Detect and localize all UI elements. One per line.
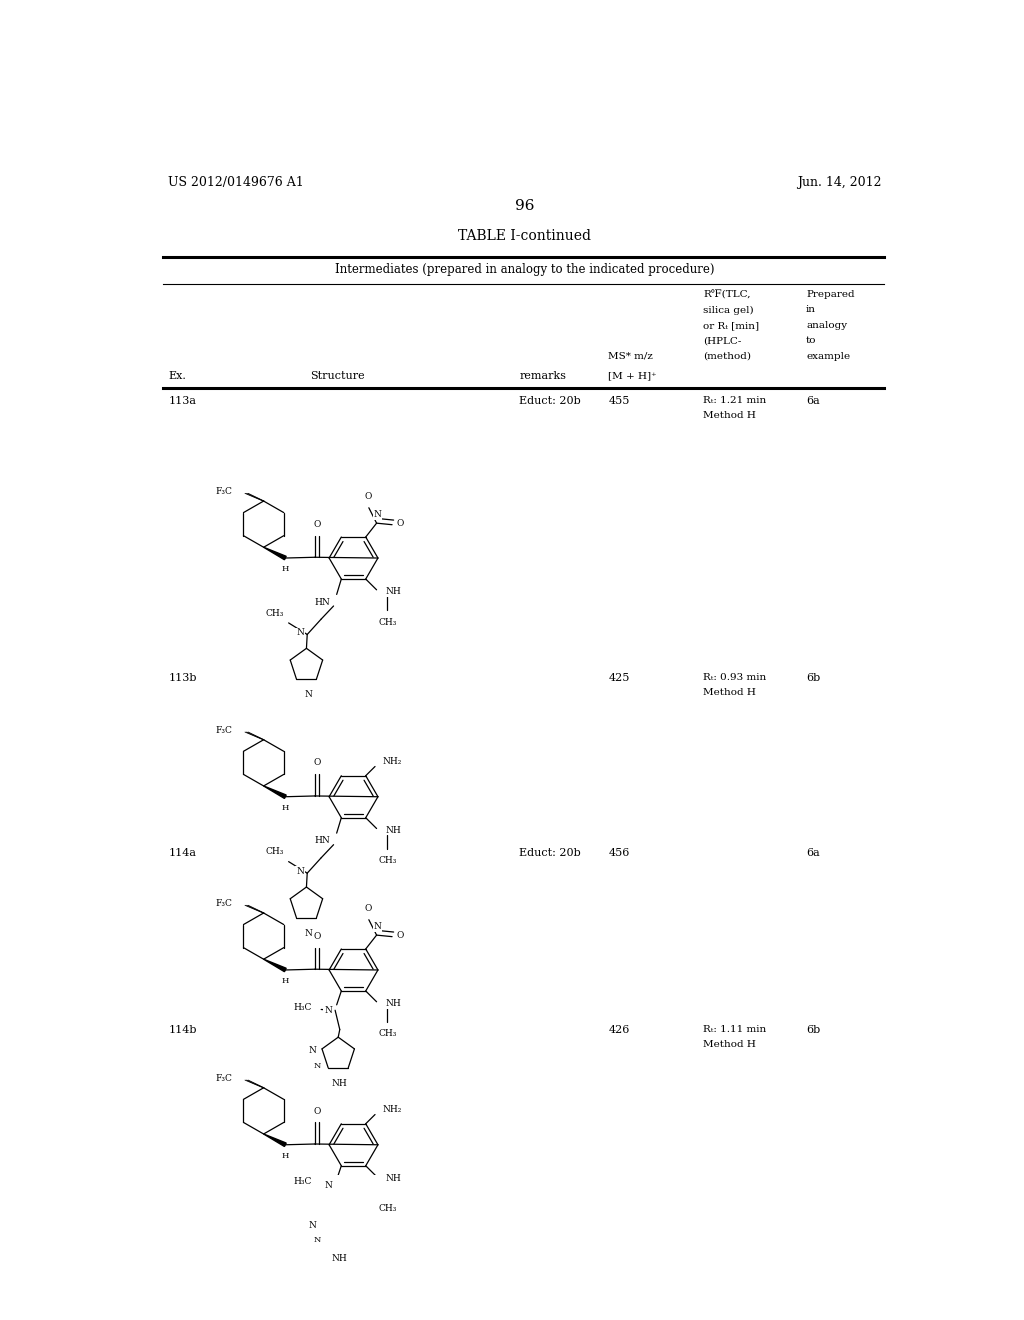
Text: Rₜ: 1.21 min: Rₜ: 1.21 min <box>703 396 766 404</box>
Text: N: N <box>325 1180 332 1189</box>
Text: O: O <box>365 492 372 500</box>
Text: N: N <box>296 628 304 638</box>
Text: F₃C: F₃C <box>216 899 232 908</box>
Text: 114b: 114b <box>168 1024 197 1035</box>
Text: MS* m/z: MS* m/z <box>608 351 653 360</box>
Text: H: H <box>282 565 289 573</box>
Polygon shape <box>263 548 286 560</box>
Text: CH₃: CH₃ <box>265 609 284 618</box>
Text: 6b: 6b <box>806 1024 820 1035</box>
Text: NH₂: NH₂ <box>383 1105 402 1114</box>
Text: N: N <box>325 1006 332 1015</box>
Text: O: O <box>396 932 403 940</box>
Text: 113b: 113b <box>168 673 197 682</box>
Text: NH: NH <box>385 587 400 595</box>
Text: (HPLC-: (HPLC- <box>703 337 741 346</box>
Text: 113a: 113a <box>168 396 197 405</box>
Text: analogy: analogy <box>806 321 847 330</box>
Text: NH: NH <box>385 825 400 834</box>
Text: O: O <box>313 1106 321 1115</box>
Text: N: N <box>308 1221 316 1229</box>
Text: Rₜ: 0.93 min: Rₜ: 0.93 min <box>703 673 766 681</box>
Text: 455: 455 <box>608 396 630 405</box>
Text: H: H <box>282 977 289 985</box>
Polygon shape <box>263 960 286 972</box>
Text: silica gel): silica gel) <box>703 305 754 314</box>
Text: [M + H]⁺: [M + H]⁺ <box>608 371 657 380</box>
Text: O: O <box>313 932 321 941</box>
Text: TABLE I-continued: TABLE I-continued <box>459 230 591 243</box>
Text: F₃C: F₃C <box>216 726 232 735</box>
Text: 96: 96 <box>515 199 535 214</box>
Text: remarks: remarks <box>519 371 566 381</box>
Text: Educt: 20b: Educt: 20b <box>519 847 582 858</box>
Text: 6a: 6a <box>806 847 820 858</box>
Text: H: H <box>282 1151 289 1160</box>
Text: NH: NH <box>331 1078 347 1088</box>
Text: CH₃: CH₃ <box>378 1204 396 1213</box>
Text: (method): (method) <box>703 351 751 360</box>
Text: 114a: 114a <box>168 847 197 858</box>
Text: N: N <box>304 928 312 937</box>
Text: HN: HN <box>314 598 331 606</box>
Text: HN: HN <box>314 836 331 845</box>
Text: N: N <box>296 867 304 876</box>
Text: N: N <box>304 690 312 698</box>
Text: NH: NH <box>385 999 400 1007</box>
Text: R℉(TLC,: R℉(TLC, <box>703 290 751 300</box>
Text: O: O <box>313 759 321 767</box>
Text: or Rₜ [min]: or Rₜ [min] <box>703 321 759 330</box>
Text: O: O <box>365 904 372 913</box>
Text: 6b: 6b <box>806 673 820 682</box>
Text: in: in <box>806 305 816 314</box>
Polygon shape <box>263 785 286 799</box>
Text: N: N <box>374 923 381 932</box>
Text: CH₃: CH₃ <box>265 847 284 857</box>
Text: Method H: Method H <box>703 411 756 420</box>
Text: NH₂: NH₂ <box>383 758 402 767</box>
Text: N: N <box>313 1061 322 1069</box>
Text: Ex.: Ex. <box>168 371 186 381</box>
Text: Rₜ: 1.11 min: Rₜ: 1.11 min <box>703 1024 766 1034</box>
Text: N: N <box>374 511 381 519</box>
Text: N: N <box>313 1237 322 1245</box>
Polygon shape <box>263 1134 286 1147</box>
Text: CH₃: CH₃ <box>378 618 396 627</box>
Text: NH: NH <box>331 1254 347 1262</box>
Text: NH: NH <box>385 1173 400 1183</box>
Text: to: to <box>806 337 816 346</box>
Text: F₃C: F₃C <box>216 1074 232 1082</box>
Text: example: example <box>806 351 850 360</box>
Text: O: O <box>396 520 403 528</box>
Text: Method H: Method H <box>703 1040 756 1049</box>
Text: Method H: Method H <box>703 688 756 697</box>
Text: Intermediates (prepared in analogy to the indicated procedure): Intermediates (prepared in analogy to th… <box>335 263 715 276</box>
Text: Educt: 20b: Educt: 20b <box>519 396 582 405</box>
Text: H₃C: H₃C <box>294 1177 312 1187</box>
Text: CH₃: CH₃ <box>378 857 396 865</box>
Text: Structure: Structure <box>310 371 365 381</box>
Text: N: N <box>308 1045 316 1055</box>
Text: Jun. 14, 2012: Jun. 14, 2012 <box>797 176 882 189</box>
Text: 426: 426 <box>608 1024 630 1035</box>
Text: H₃C: H₃C <box>294 1003 312 1011</box>
Text: Prepared: Prepared <box>806 290 855 300</box>
Text: 6a: 6a <box>806 396 820 405</box>
Text: US 2012/0149676 A1: US 2012/0149676 A1 <box>168 176 304 189</box>
Text: H: H <box>282 804 289 812</box>
Text: 456: 456 <box>608 847 630 858</box>
Text: CH₃: CH₃ <box>378 1030 396 1039</box>
Text: 425: 425 <box>608 673 630 682</box>
Text: F₃C: F₃C <box>216 487 232 496</box>
Text: O: O <box>313 520 321 529</box>
